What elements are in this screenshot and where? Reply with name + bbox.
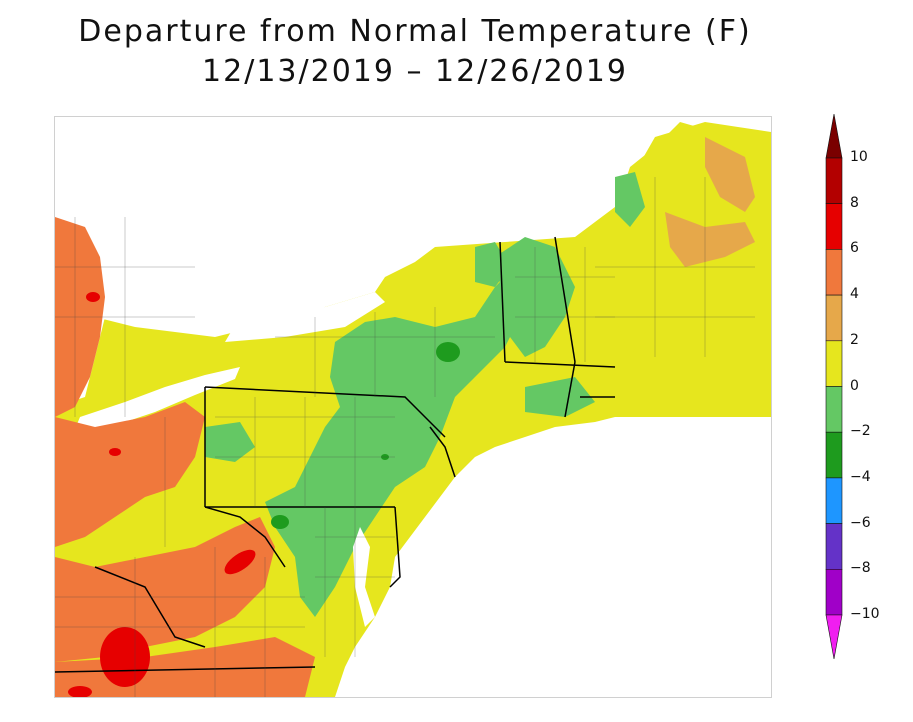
legend-bin	[825, 114, 843, 159]
legend-bin	[825, 157, 843, 205]
maine-orange-2	[665, 212, 755, 267]
legend-tick-label: −2	[850, 423, 871, 440]
legend-tick-label: −8	[850, 560, 871, 577]
hotspot-va	[224, 549, 256, 575]
hotspot-sw	[68, 686, 92, 697]
hotspot-tn	[100, 627, 150, 687]
wv-ky-warm	[55, 517, 275, 662]
hotspot-oh	[109, 448, 121, 456]
legend-tick-label: −10	[850, 606, 880, 622]
legend-bin	[825, 340, 843, 387]
legend-tick-label: 8	[850, 194, 859, 211]
legend-tick-label: 6	[850, 240, 859, 257]
legend-bin	[825, 614, 843, 659]
legend-tick-label: 4	[850, 286, 859, 303]
legend-bin	[825, 386, 843, 433]
green-ny-pa	[265, 267, 525, 617]
map-title: Departure from Normal Temperature (F)	[78, 14, 752, 49]
legend-bin	[825, 477, 843, 524]
legend-bin	[825, 203, 843, 250]
maine-orange	[705, 137, 755, 212]
legend-bin	[825, 568, 843, 616]
map-date-range: 12/13/2019 – 12/26/2019	[202, 54, 628, 89]
county-lines	[55, 177, 755, 697]
legend-bin	[825, 431, 843, 479]
cold-spot-md	[271, 515, 289, 529]
legend-bin	[825, 294, 843, 342]
legend-tick-label: 2	[850, 331, 859, 348]
green-maine	[615, 172, 645, 227]
state-boundaries	[55, 236, 616, 673]
hotspot-mi	[86, 292, 100, 302]
legend-tick-label: −4	[850, 468, 871, 485]
legend-tick-label: 10	[850, 149, 868, 165]
temperature-departure-map	[54, 116, 772, 698]
lake-erie	[75, 367, 240, 429]
legend-tick-label: 0	[850, 377, 859, 394]
atlantic-ocean	[335, 417, 771, 697]
cold-spot-ny	[436, 342, 460, 362]
legend-bin	[825, 523, 843, 570]
lake-ontario	[225, 292, 385, 342]
legend-tick-label: −6	[850, 514, 871, 531]
green-pa-west	[205, 422, 255, 462]
ohio-warm	[55, 402, 205, 547]
legend-bin	[825, 249, 843, 296]
canada-region	[55, 117, 771, 337]
legend-colorbar	[825, 114, 843, 659]
green-ma	[525, 377, 595, 417]
